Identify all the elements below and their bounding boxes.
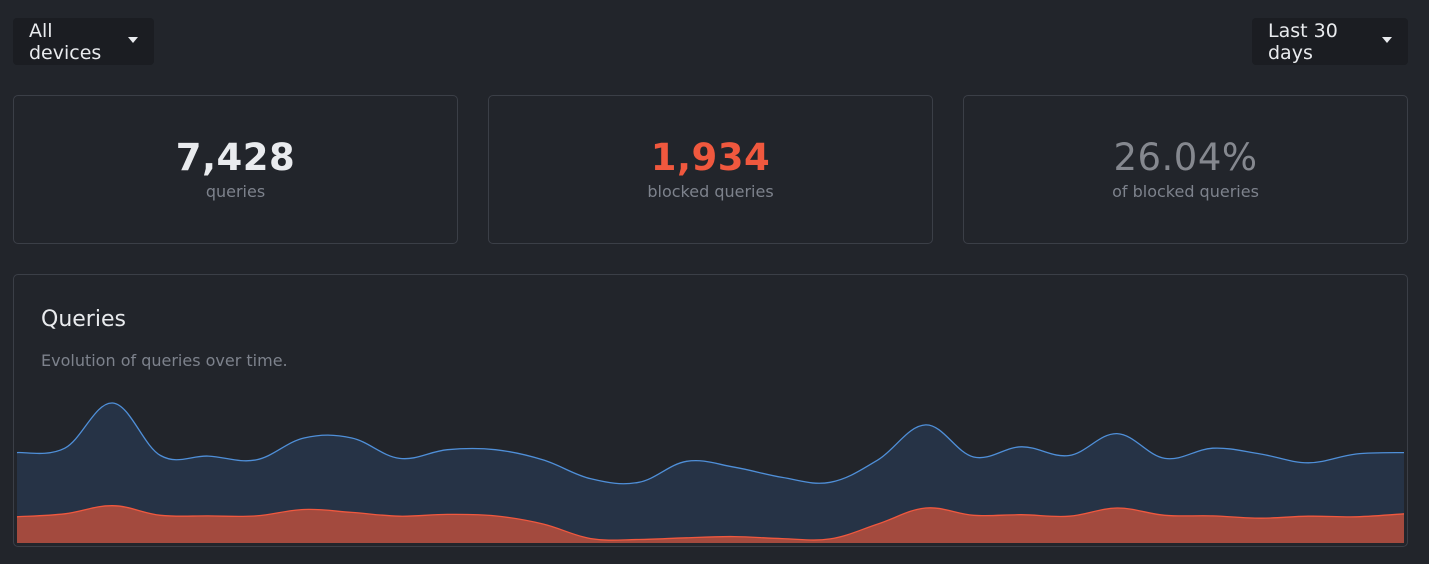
blocked-percent-value: 26.04% bbox=[1113, 136, 1258, 179]
blocked-queries-area bbox=[17, 505, 1404, 543]
chart-title: Queries bbox=[41, 307, 126, 332]
chart-subtitle: Evolution of queries over time. bbox=[41, 351, 288, 370]
device-filter-label: All devices bbox=[29, 19, 102, 64]
queries-area-chart bbox=[16, 402, 1405, 543]
total-queries-value: 7,428 bbox=[175, 136, 296, 179]
date-range-label: Last 30 days bbox=[1268, 19, 1338, 64]
total-queries-area bbox=[17, 402, 1404, 543]
blocked-queries-card: 1,934 blocked queries bbox=[488, 95, 933, 244]
blocked-percent-label: of blocked queries bbox=[1112, 182, 1259, 201]
caret-down-icon bbox=[128, 36, 138, 43]
total-queries-line bbox=[16, 402, 1405, 485]
device-filter-dropdown[interactable]: All devices bbox=[13, 18, 154, 65]
caret-down-icon bbox=[1382, 36, 1392, 43]
blocked-queries-value: 1,934 bbox=[650, 136, 771, 179]
total-queries-card: 7,428 queries bbox=[13, 95, 458, 244]
date-range-dropdown[interactable]: Last 30 days bbox=[1252, 18, 1408, 65]
total-queries-label: queries bbox=[205, 182, 266, 201]
queries-chart-card: Queries Evolution of queries over time. bbox=[13, 274, 1408, 547]
blocked-queries-label: blocked queries bbox=[647, 182, 774, 201]
blocked-queries-line bbox=[16, 505, 1405, 541]
blocked-percent-card: 26.04% of blocked queries bbox=[963, 95, 1408, 244]
